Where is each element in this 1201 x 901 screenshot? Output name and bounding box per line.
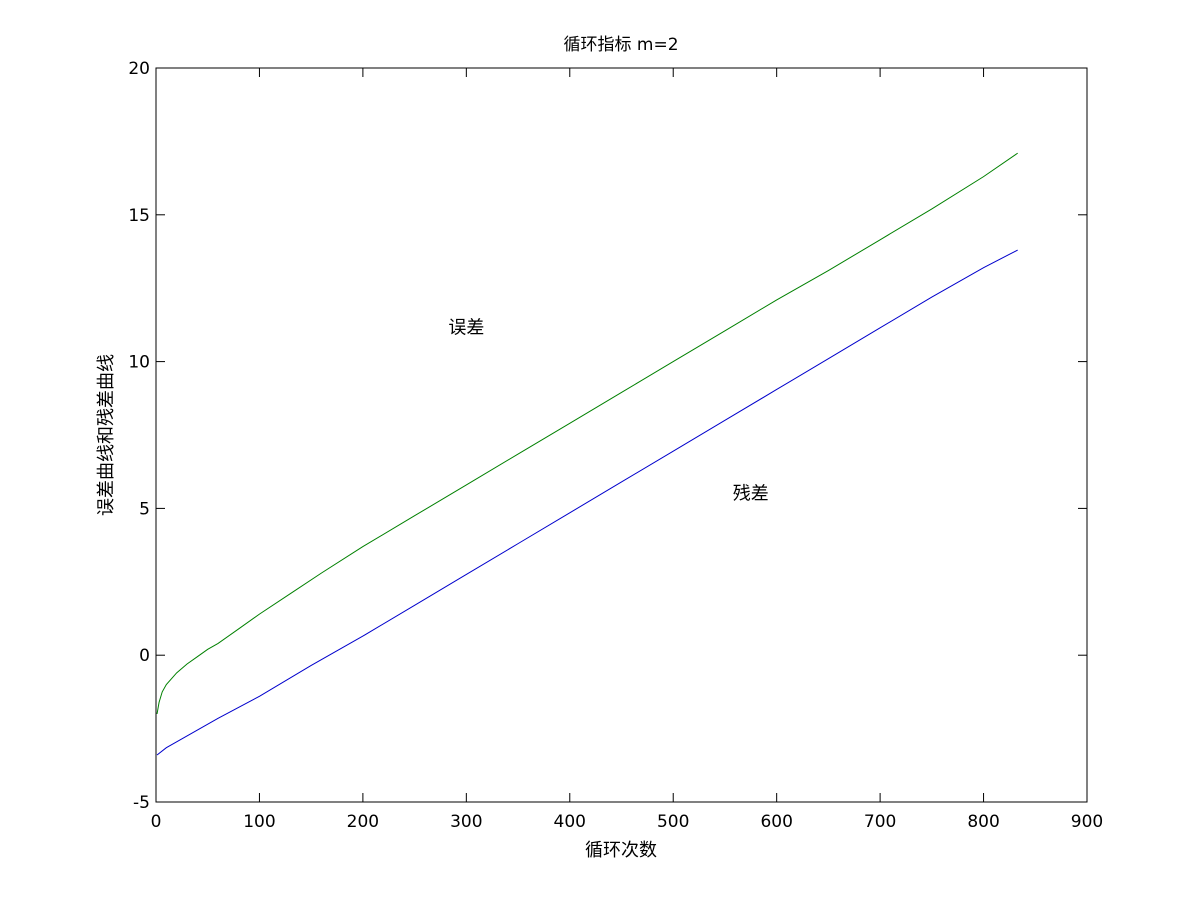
- x-tick-label: 200: [347, 812, 379, 832]
- x-tick-label: 700: [864, 812, 896, 832]
- x-tick-label: 600: [760, 812, 792, 832]
- x-tick-label: 800: [967, 812, 999, 832]
- y-tick-label: 10: [128, 353, 150, 373]
- series-line-0: [156, 152, 1018, 715]
- series-line-1: [156, 249, 1018, 756]
- x-tick-label: 0: [151, 812, 162, 832]
- y-tick-label: -5: [133, 793, 150, 813]
- x-tick-label: 400: [554, 812, 586, 832]
- y-tick-label: 5: [139, 499, 150, 519]
- x-tick-label: 900: [1071, 812, 1103, 832]
- y-axis: -5 0 5 10 15 20: [128, 59, 1087, 813]
- x-axis: 0 100 200 300 400 500 600 700 800 900: [151, 68, 1103, 832]
- axes-box: [155, 67, 1088, 803]
- y-axis-label: 误差曲线和残差曲线: [96, 354, 117, 516]
- y-tick-label: 15: [128, 206, 150, 226]
- chart-title: 循环指标 m=2: [563, 35, 678, 55]
- x-axis-label: 循环次数: [585, 840, 657, 861]
- y-tick-label: 20: [128, 59, 150, 79]
- plot-area: [156, 152, 1018, 756]
- annotation-label: 误差: [448, 317, 484, 338]
- y-tick-label: 0: [139, 646, 150, 666]
- x-tick-label: 500: [657, 812, 689, 832]
- x-tick-label: 100: [243, 812, 275, 832]
- x-tick-label: 300: [450, 812, 482, 832]
- annotation-label: 残差: [733, 483, 769, 504]
